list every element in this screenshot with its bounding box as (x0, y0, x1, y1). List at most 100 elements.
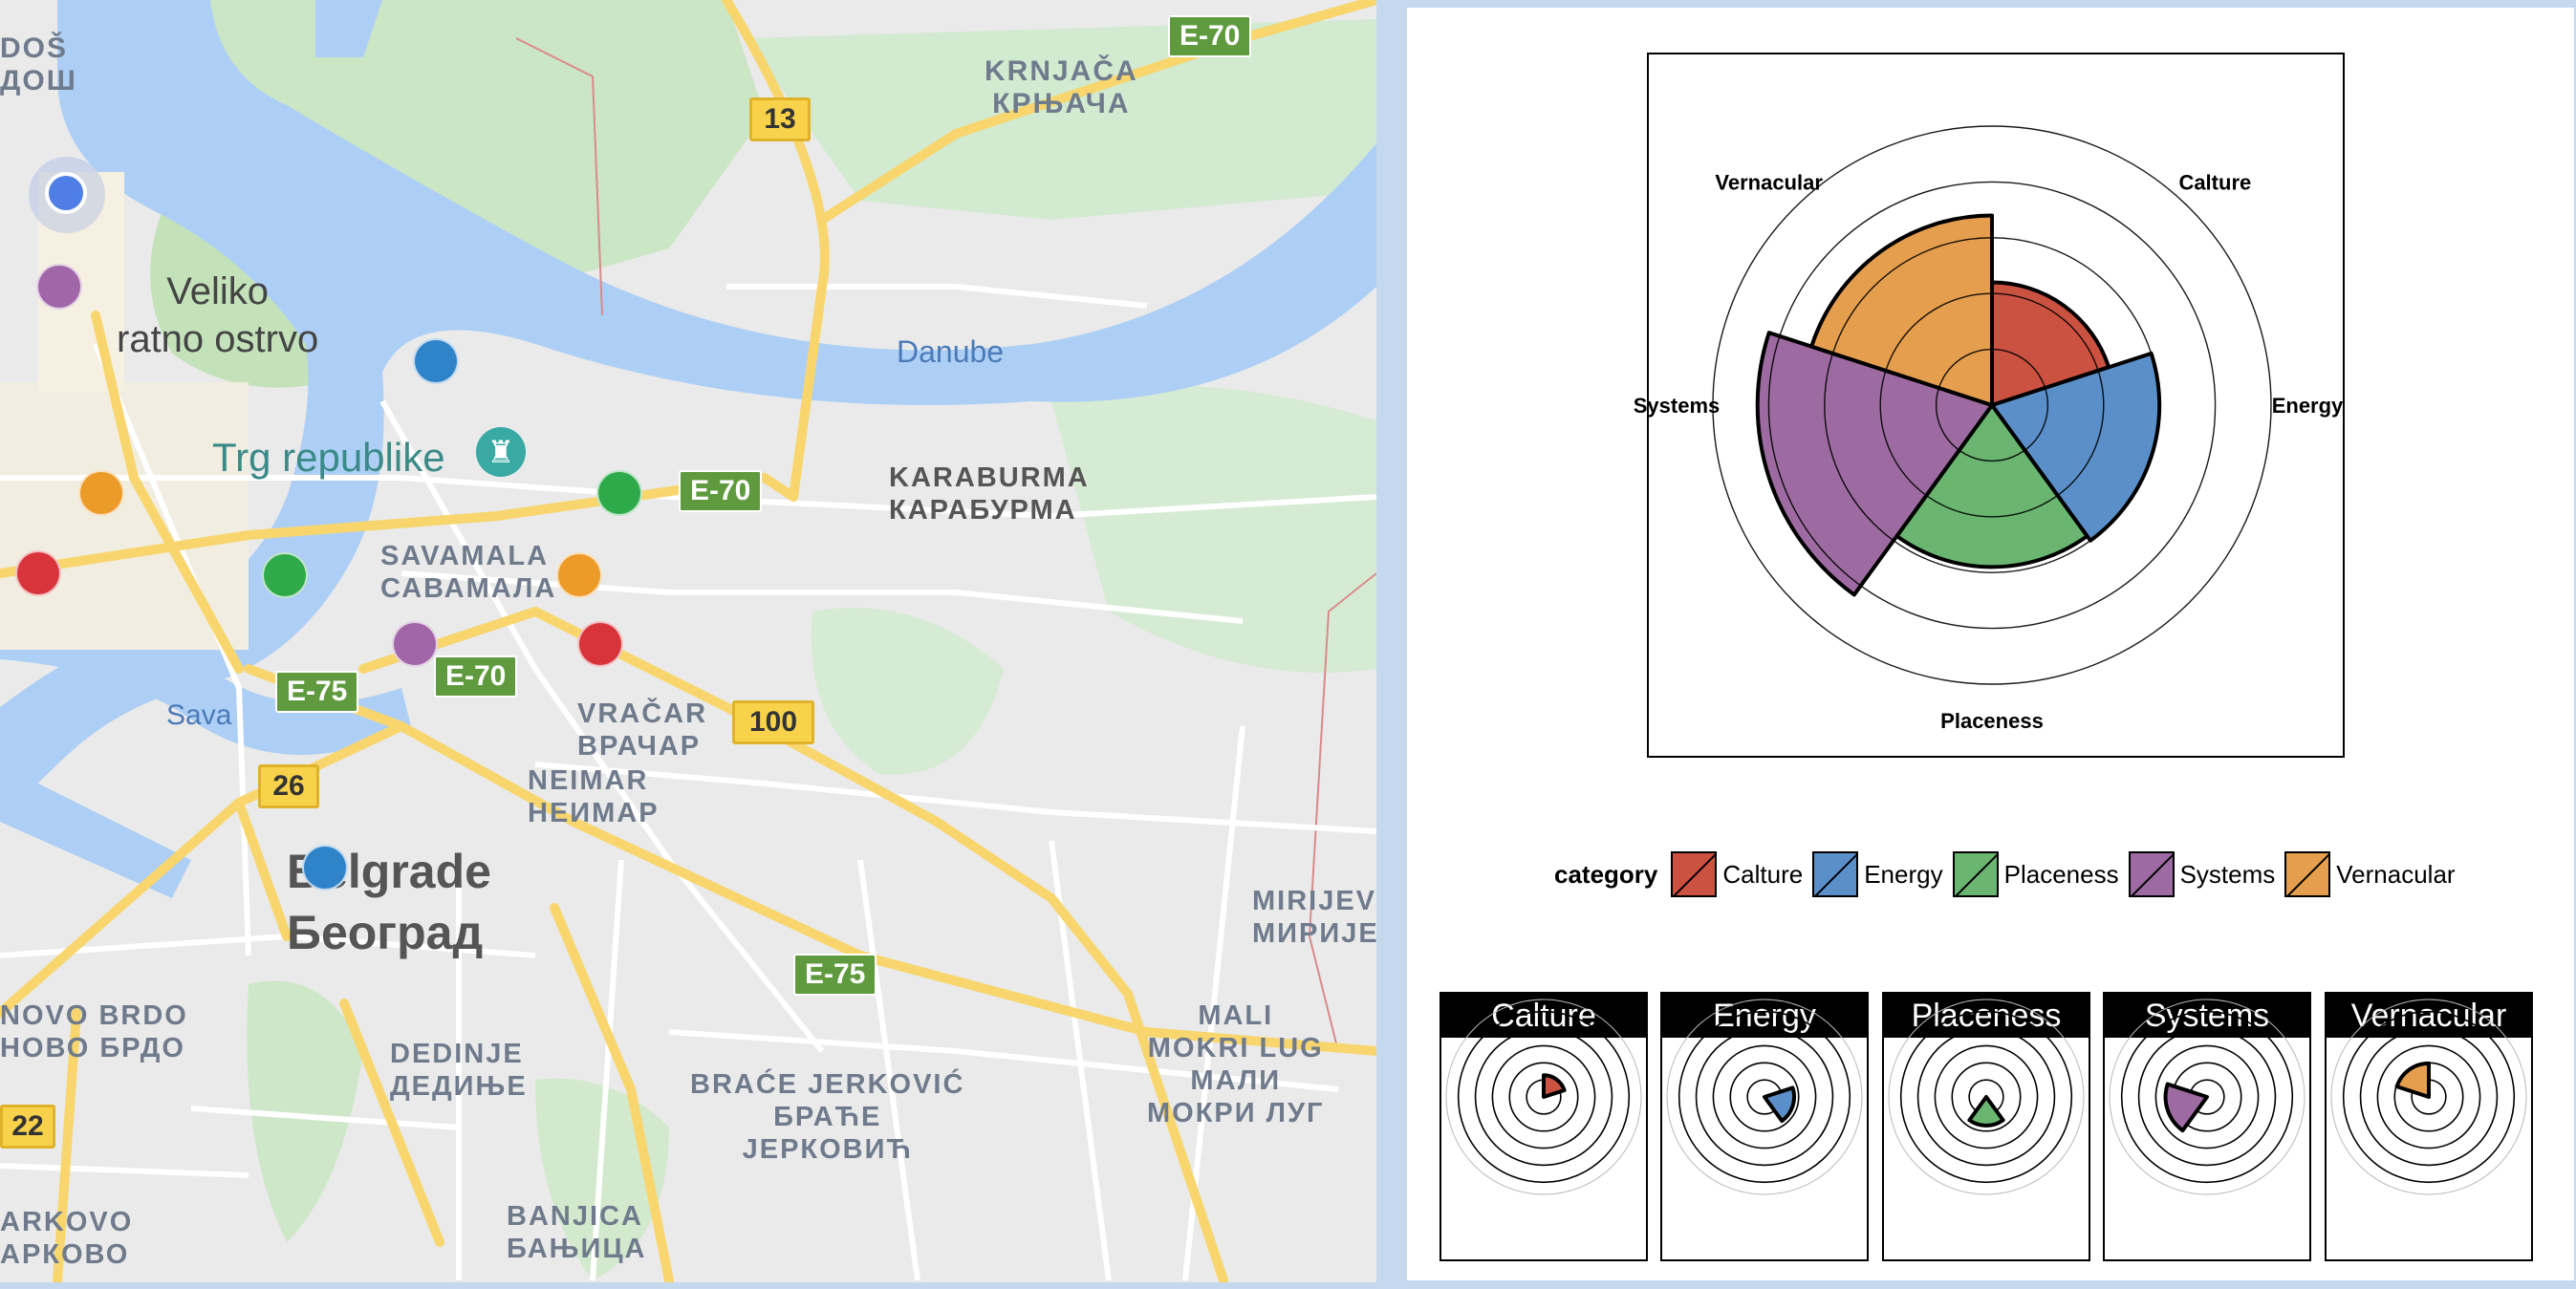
map-marker-placeness[interactable] (596, 470, 642, 516)
place-label-veliko: Veliko ratno ostrvo (117, 270, 319, 360)
district-label-vracar: VRAČAR ВРАЧАР (577, 698, 708, 762)
polar-bar-calture (1990, 280, 2111, 407)
map-marker-systems[interactable] (392, 621, 438, 667)
road-shield-e70: E-70 (679, 470, 763, 512)
facet-title: Placeness (1884, 994, 2089, 1038)
district-label-karaburma: KARABURMA КАРАБУРМА (889, 462, 1090, 526)
facet-vernacular: Vernacular (2325, 992, 2533, 1261)
facet-bar-calture (1542, 1073, 1567, 1099)
facet-systems: Systems (2103, 992, 2311, 1261)
district-label-arkovo: ARKOVO АРКОВО (0, 1207, 134, 1270)
district-label-savamala: SAVAMALA САВАМАЛА (380, 541, 557, 604)
facet-grid-ring (1457, 1010, 1631, 1184)
map-marker-energy[interactable] (413, 338, 459, 384)
grid-ring (1712, 125, 2272, 685)
map-base (0, 0, 1376, 1282)
facet-bar-systems (2163, 1082, 2209, 1133)
facet-outer-ring (2330, 999, 2527, 1195)
facet-grid-ring (1951, 1062, 2022, 1132)
map-marker-vernacular[interactable] (556, 552, 602, 598)
facet-grid-ring (1899, 1010, 2073, 1184)
facet-outer-ring (1445, 999, 1642, 1195)
axis-label-vernacular: Vernacular (1715, 171, 1823, 195)
map-marker-systems[interactable] (36, 264, 82, 310)
grid-ring (1879, 292, 2105, 518)
facet-grid-ring (1916, 1027, 2056, 1167)
road-shield-22: 22 (0, 1105, 55, 1149)
facet-grid-ring (1729, 1062, 1800, 1132)
facet-calture: Calture (1440, 992, 1648, 1261)
facet-bar-placeness (1967, 1095, 2005, 1128)
facet-title: Energy (1662, 994, 1867, 1038)
axis-label-systems: Systems (1634, 394, 1721, 418)
axis-label-calture: Calture (2178, 171, 2251, 195)
district-label-krnjaca: KRNJAČA КРЊАЧА (985, 55, 1138, 119)
axis-label-energy: Energy (2272, 394, 2344, 418)
facet-grid-ring (1695, 1027, 1834, 1167)
district-label-novobrdo: NOVO BRDO НОВО БРДО (0, 1000, 188, 1063)
map-marker-calture[interactable] (577, 621, 623, 667)
facet-grid-ring (1474, 1027, 1613, 1167)
river-label-danube: Danube (897, 334, 1005, 369)
facet-placeness: Placeness (1882, 992, 2090, 1261)
polar-bar-systems (1755, 331, 1994, 597)
legend-label-vernacular: Vernacular (2336, 859, 2456, 889)
road-shield-e70: E-70 (1168, 15, 1252, 57)
legend-label-calture: Calture (1722, 859, 1804, 889)
district-label-mali: MALI MOKRI LUG МАЛИ МОКРИ ЛУГ (1147, 1000, 1325, 1128)
facet-grid-ring (1712, 1044, 1817, 1149)
facet-grid-ring (1491, 1044, 1596, 1149)
facet-grid-ring (2376, 1044, 2481, 1149)
grid-ring (1824, 237, 2160, 573)
polar-bar-placeness (1894, 403, 2089, 569)
axis-label-placeness: Placeness (1940, 709, 2044, 733)
legend-key-vernacular (2284, 851, 2331, 897)
road-shield-100: 100 (732, 700, 814, 744)
map-marker-calture[interactable] (15, 550, 61, 596)
place-label-trg: Trg republike (212, 435, 445, 480)
facet-grid-ring (2359, 1027, 2499, 1167)
facet-grid-ring (2342, 1010, 2516, 1184)
map-marker-placeness[interactable] (262, 552, 308, 598)
current-location-marker[interactable] (45, 172, 87, 214)
map-view[interactable]: DOŠ ДОШ KRNJAČA КРЊАЧА KARABURMA КАРАБУР… (0, 0, 1376, 1282)
facet-grid-ring (1508, 1062, 1579, 1132)
facet-outer-ring (2109, 999, 2305, 1195)
facet-bar-energy (1763, 1085, 1797, 1124)
facet-title: Calture (1441, 994, 1646, 1038)
place-label-belgrade: Belgrade Београд (287, 845, 491, 959)
grid-ring (1767, 181, 2217, 630)
landmark-icon[interactable]: ♜ (476, 427, 526, 477)
facet-title: Vernacular (2327, 994, 2531, 1038)
river-label-sava: Sava (166, 699, 232, 731)
grid-ring (1935, 348, 2049, 462)
district-label-neimar: NEIMAR НЕИМАР (528, 765, 660, 828)
road-shield-e70: E-70 (434, 655, 518, 698)
road-shield-e75: E-75 (793, 954, 877, 996)
road-shield-26: 26 (258, 764, 319, 808)
facet-chart (2109, 999, 2305, 1195)
facet-grid-ring (2154, 1044, 2260, 1149)
polar-chart: Calture Energy Placeness Systems Vernacular (1634, 53, 2345, 758)
map-marker-energy[interactable] (302, 845, 348, 891)
map-marker-vernacular[interactable] (78, 470, 124, 516)
facet-outer-ring (1666, 999, 1863, 1195)
legend-label-placeness: Placeness (2003, 859, 2119, 889)
facet-bar-vernacular (2394, 1061, 2431, 1099)
facet-grid-ring (1934, 1044, 2039, 1149)
legend-title: category (1554, 859, 1658, 889)
plot-frame (1647, 53, 2345, 758)
legend-key-energy (1812, 851, 1859, 897)
facet-chart (1666, 999, 1863, 1195)
facet-chart (1888, 999, 2085, 1195)
facet-grid-ring (1678, 1010, 1851, 1184)
facet-outer-ring (1888, 999, 2085, 1195)
polar-bar-vernacular (1809, 213, 1994, 407)
legend-key-calture (1671, 851, 1718, 897)
road-shield-13: 13 (749, 97, 811, 141)
legend-key-placeness (1952, 851, 1999, 897)
facet-grid-ring (2120, 1010, 2294, 1184)
road-shield-e75: E-75 (275, 671, 359, 713)
facet-chart (2330, 999, 2527, 1195)
district-label-mirijevo: MIRIJEV МИРИЈЕ (1252, 886, 1376, 949)
